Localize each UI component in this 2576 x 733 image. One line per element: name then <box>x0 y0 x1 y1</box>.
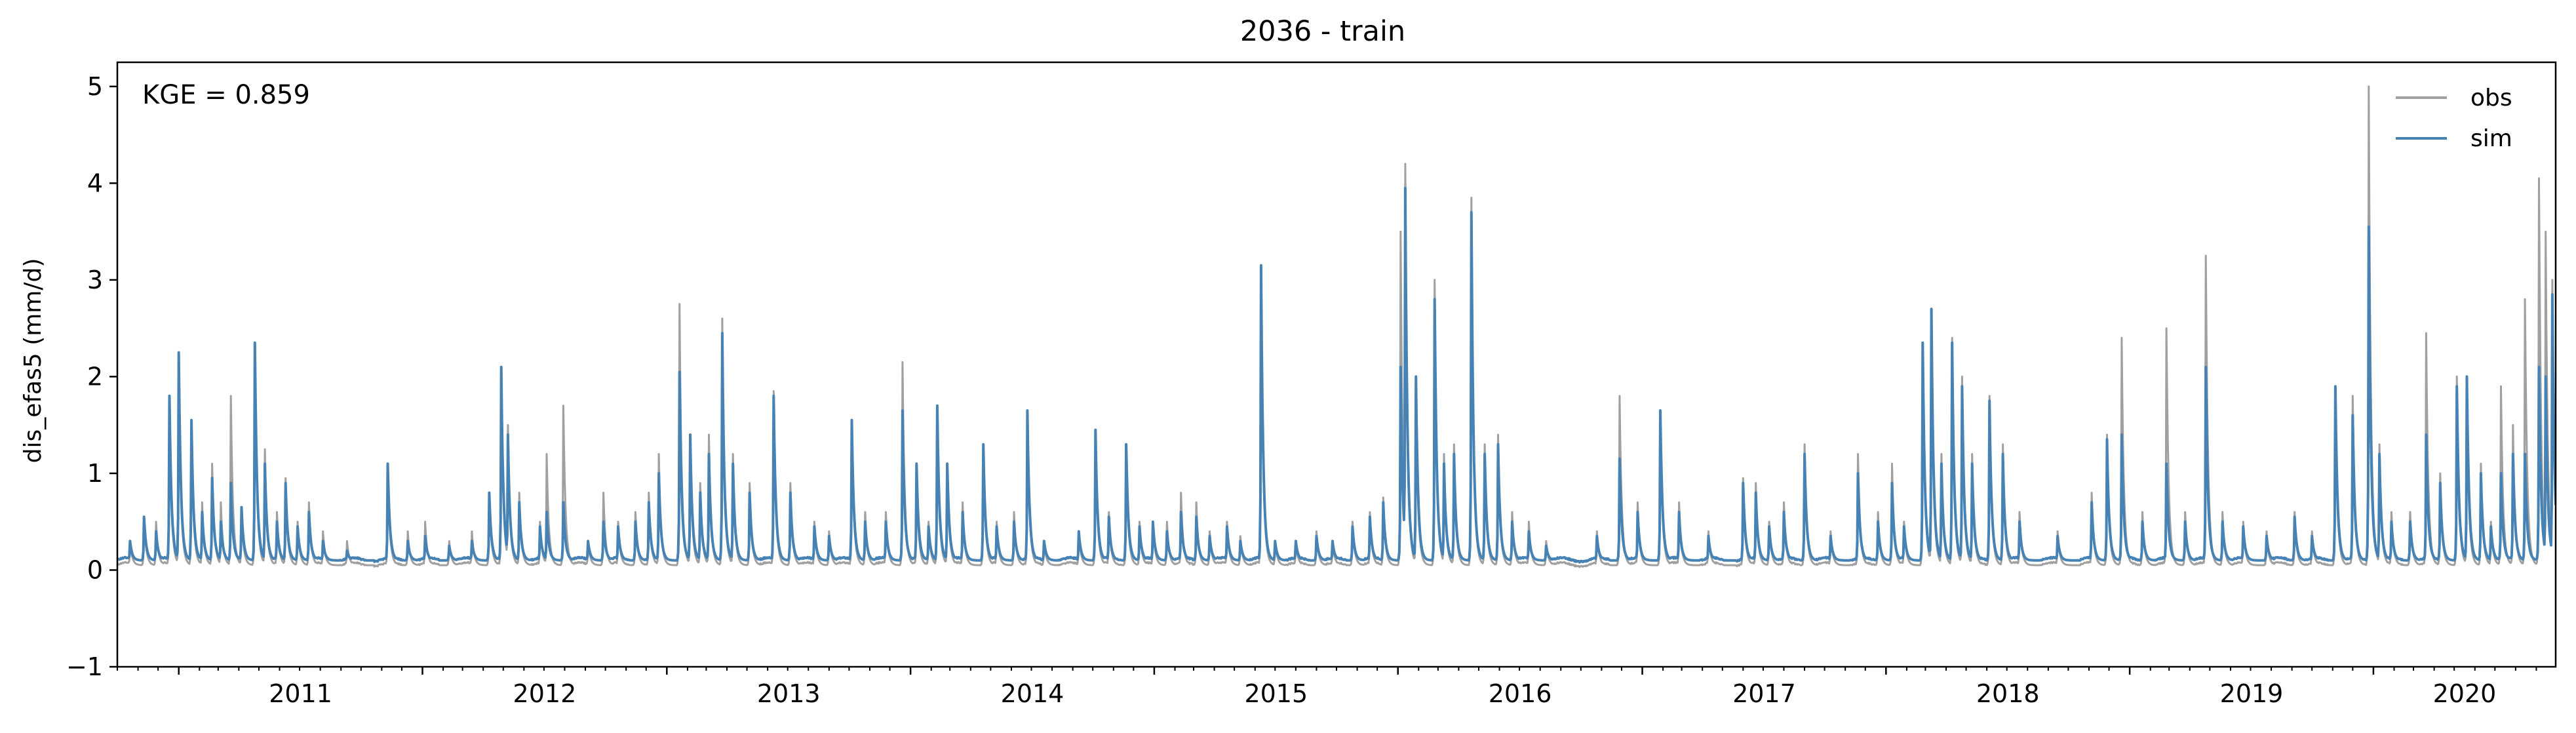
series-line-sim <box>117 186 2556 564</box>
x-tick-label: 2018 <box>1976 679 2040 708</box>
legend-label-obs: obs <box>2470 85 2512 111</box>
y-tick-label: 3 <box>87 266 103 294</box>
y-axis-label: dis_efas5 (mm/d) <box>20 258 47 464</box>
x-tick-label: 2011 <box>269 679 332 708</box>
legend-label-sim: sim <box>2470 125 2512 152</box>
x-tick-label: 2013 <box>757 679 821 708</box>
x-tick-label: 2012 <box>513 679 577 708</box>
y-tick-label: 2 <box>87 362 103 391</box>
plot-frame <box>116 61 2557 668</box>
y-tick-label: −1 <box>66 652 103 681</box>
x-tick-label: 2015 <box>1244 679 1308 708</box>
y-tick-label: 1 <box>87 459 103 488</box>
legend: obs sim <box>2396 85 2512 152</box>
x-tick-label: 2016 <box>1489 679 1552 708</box>
x-tick-label: 2019 <box>2220 679 2284 708</box>
y-tick-label: 5 <box>87 72 103 101</box>
x-tick-label: 2014 <box>1001 679 1064 708</box>
y-tick-label: 4 <box>87 168 103 197</box>
chart-title: 2036 - train <box>1240 15 1405 48</box>
x-tick-label: 2017 <box>1732 679 1796 708</box>
series-layer <box>117 85 2556 568</box>
x-axis: 2011 2012 2013 2014 2015 2016 2017 2018 2019 2020 <box>117 667 2537 708</box>
y-axis: −1 0 1 2 3 4 5 <box>66 72 117 681</box>
x-tick-label: 2020 <box>2433 679 2497 708</box>
y-tick-label: 0 <box>87 555 103 584</box>
kge-annotation: KGE = 0.859 <box>142 80 310 110</box>
